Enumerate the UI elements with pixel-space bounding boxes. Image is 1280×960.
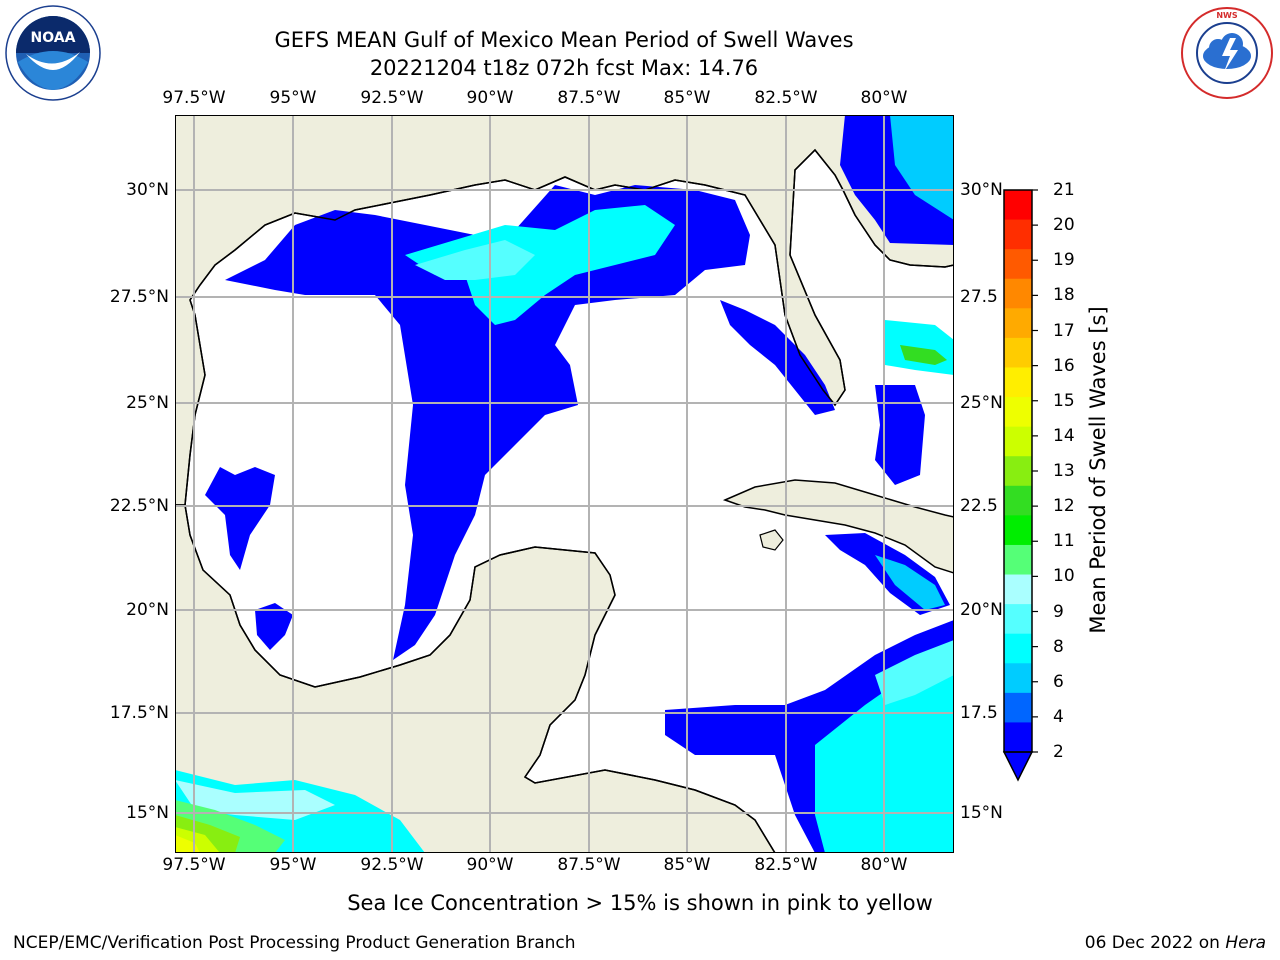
colorbar-segment — [1004, 367, 1032, 398]
footer-date: 06 Dec 2022 on Hera — [1085, 933, 1266, 953]
colorbar-tick-label: 14 — [1053, 425, 1075, 446]
colorbar-tick-label: 12 — [1053, 496, 1075, 517]
nws-logo-icon: NWS — [1180, 6, 1274, 100]
swell-region-west — [205, 467, 275, 570]
longitude-tick-label: 85°W — [663, 88, 711, 108]
colorbar-tick-label: 20 — [1053, 215, 1075, 236]
svg-text:NWS: NWS — [1216, 11, 1238, 20]
gulf-of-mexico-map — [175, 115, 954, 853]
swell-core-north — [405, 205, 675, 325]
swell-core-atlantic — [890, 115, 954, 220]
colorbar-segment — [1004, 456, 1032, 487]
longitude-tick-label: 90°W — [466, 88, 514, 108]
colorbar-segment — [1004, 633, 1032, 664]
longitude-tick-label: 82.5°W — [754, 88, 818, 108]
noaa-logo-icon: NOAA — [5, 5, 101, 101]
swell-core-north-light — [415, 240, 535, 280]
colorbar-segment — [1004, 219, 1032, 250]
colorbar-segment — [1004, 249, 1032, 280]
coast-mexico — [184, 504, 776, 853]
chart-title: GEFS MEAN Gulf of Mexico Mean Period of … — [274, 28, 854, 52]
colorbar-segment — [1004, 515, 1032, 546]
latitude-tick-label: 30°N — [960, 180, 1003, 200]
latitude-tick-label: 27.5 — [960, 287, 998, 307]
colorbar-segment — [1004, 692, 1032, 723]
colorbar-tick-label: 6 — [1053, 671, 1064, 692]
latitude-tick-label: 20°N — [960, 600, 1003, 620]
colorbar-tick-label: 17 — [1053, 320, 1075, 341]
longitude-tick-label: 80°W — [860, 855, 908, 875]
longitude-tick-label: 95°W — [269, 88, 317, 108]
colorbar-tick-label: 11 — [1053, 531, 1075, 552]
latitude-tick-label: 15°N — [960, 803, 1003, 823]
colorbar-segment — [1004, 278, 1032, 309]
footer-branch: NCEP/EMC/Verification Post Processing Pr… — [13, 933, 576, 953]
latitude-tick-label: 22.5°N — [109, 496, 169, 516]
graticule — [175, 115, 954, 853]
colorbar-tick-label: 8 — [1053, 636, 1064, 657]
latitude-tick-label: 22.5 — [960, 496, 998, 516]
isle-of-youth — [759, 529, 784, 551]
swell-region-sw — [255, 603, 293, 650]
coastlines — [184, 148, 954, 853]
colorbar-segment — [1004, 190, 1032, 221]
colorbar-segment — [1004, 604, 1032, 635]
longitude-tick-label: 92.5°W — [360, 88, 424, 108]
colorbar-tick-label: 13 — [1053, 461, 1075, 481]
coast-us — [184, 148, 954, 506]
swell-region-florida — [720, 300, 835, 415]
colorbar-tick-label: 18 — [1053, 285, 1075, 306]
longitude-tick-label: 97.5°W — [162, 855, 226, 875]
cuba — [722, 479, 954, 574]
footer-host: Hera — [1225, 933, 1266, 953]
sea-ice-note: Sea Ice Concentration > 15% is shown in … — [347, 891, 933, 915]
colorbar-extend-arrow — [1002, 751, 1034, 782]
chart-subtitle: 20221204 t18z 072h fcst Max: 14.76 — [369, 56, 759, 80]
colorbar-segment — [1004, 722, 1032, 753]
colorbar-segment — [1004, 337, 1032, 368]
colorbar-tick-label: 9 — [1053, 601, 1064, 622]
svg-text:NOAA: NOAA — [31, 30, 76, 46]
colorbar — [1002, 189, 1038, 782]
colorbar-tick-label: 21 — [1053, 180, 1075, 200]
colorbar-segment — [1004, 544, 1032, 576]
longitude-tick-label: 95°W — [269, 855, 317, 875]
latitude-tick-label: 25°N — [126, 393, 169, 413]
colorbar-label: Mean Period of Swell Waves [s] — [1086, 306, 1110, 634]
colorbar-segment — [1004, 574, 1032, 605]
swell-region-straits-green — [900, 345, 947, 365]
latitude-tick-label: 15°N — [126, 803, 169, 823]
longitude-tick-label: 80°W — [860, 88, 908, 108]
colorbar-segment — [1004, 426, 1032, 457]
swell-region-straits — [875, 385, 925, 485]
longitude-tick-label: 97.5°W — [162, 88, 226, 108]
longitude-tick-label: 85°W — [663, 855, 711, 875]
colorbar-tick-label: 19 — [1053, 250, 1075, 271]
longitude-tick-label: 90°W — [466, 855, 514, 875]
latitude-tick-label: 27.5°N — [109, 287, 169, 307]
longitude-tick-label: 87.5°W — [557, 88, 621, 108]
swell-core-caribbean-light — [875, 640, 954, 705]
latitude-tick-label: 17.5°N — [109, 703, 169, 723]
swell-region-north — [225, 185, 750, 660]
colorbar-segment — [1004, 397, 1032, 428]
longitude-tick-label: 87.5°W — [557, 855, 621, 875]
swell-region-cuba-south-cyan — [875, 555, 945, 610]
latitude-tick-label: 17.5 — [960, 703, 998, 723]
colorbar-tick-label: 16 — [1053, 355, 1075, 376]
colorbar-tick-label: 10 — [1053, 566, 1075, 587]
colorbar-segment — [1004, 485, 1032, 516]
colorbar-segment — [1004, 663, 1032, 694]
colorbar-segment — [1004, 308, 1032, 339]
latitude-tick-label: 20°N — [126, 600, 169, 620]
latitude-tick-label: 25°N — [960, 393, 1003, 413]
colorbar-tick-label: 2 — [1053, 742, 1064, 762]
colorbar-tick-label: 4 — [1053, 706, 1064, 727]
longitude-tick-label: 82.5°W — [754, 855, 818, 875]
colorbar-tick-label: 15 — [1053, 390, 1075, 411]
footer-date-text: 06 Dec 2022 on — [1084, 933, 1226, 953]
longitude-tick-label: 92.5°W — [360, 855, 424, 875]
latitude-tick-label: 30°N — [126, 180, 169, 200]
